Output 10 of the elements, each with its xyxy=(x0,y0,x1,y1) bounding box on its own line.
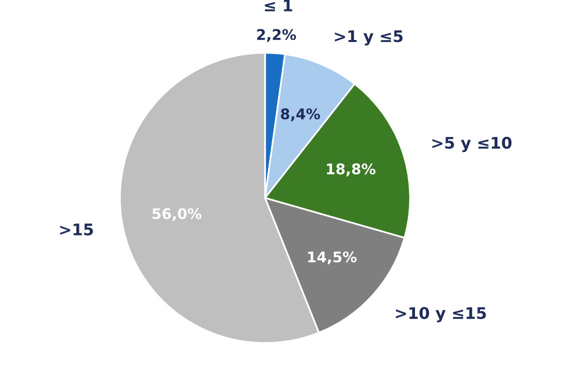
data-label: 14,5% xyxy=(308,251,357,264)
data-label: 2,2% xyxy=(257,29,296,42)
slice-label: >1 y ≤5 xyxy=(334,30,403,46)
slice-label: >15 xyxy=(60,224,93,236)
data-label: 56,0% xyxy=(152,208,202,222)
slice-label: >5 y ≤10 xyxy=(432,136,512,152)
slice-label: ≤ 1 xyxy=(264,0,292,12)
data-label: 8,4% xyxy=(280,108,320,122)
slice-label: >10 y ≤15 xyxy=(396,307,486,322)
data-label: 18,8% xyxy=(326,163,376,176)
